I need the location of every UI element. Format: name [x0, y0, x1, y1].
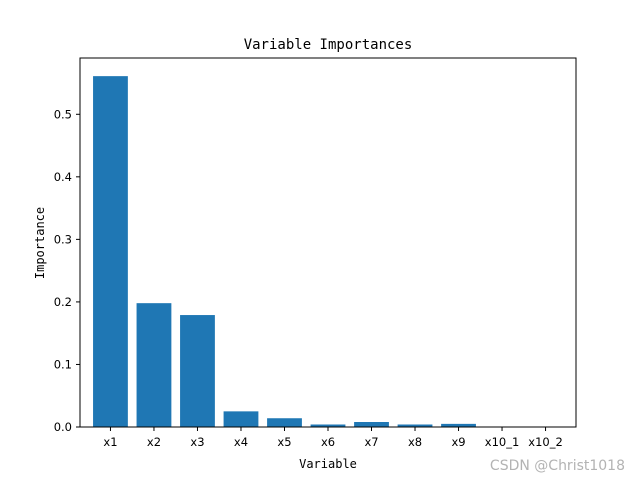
- x-tick-label: x3: [190, 435, 204, 449]
- bars: [93, 76, 563, 427]
- x-tick-label: x5: [277, 435, 291, 449]
- x-axis-label: Variable: [299, 457, 357, 471]
- y-tick-label: 0.0: [54, 420, 72, 434]
- x-tick-label: x7: [364, 435, 378, 449]
- x-tick-label: x4: [234, 435, 248, 449]
- bar-x5: [267, 418, 302, 427]
- x-tick-label: x8: [408, 435, 422, 449]
- bar-x2: [136, 303, 172, 427]
- x-tick-label: x10_2: [528, 435, 563, 449]
- x-tick-label: x9: [451, 435, 465, 449]
- y-tick-label: 0.1: [54, 357, 72, 371]
- watermark: CSDN @Christ1018: [490, 458, 625, 474]
- bar-x4: [223, 411, 259, 427]
- bar-x3: [180, 315, 215, 427]
- y-tick-label: 0.3: [54, 232, 72, 246]
- bar-x7: [354, 422, 389, 427]
- y-tick-label: 0.5: [54, 107, 72, 121]
- y-tick-label: 0.2: [54, 295, 72, 309]
- bar-x9: [441, 423, 476, 427]
- y-tick-label: 0.4: [54, 170, 72, 184]
- bar-x1: [93, 76, 128, 427]
- y-axis-ticks: 0.0 0.1 0.2 0.3 0.4 0.5: [54, 107, 80, 434]
- x-axis-ticks: x1 x2 x3 x4 x5 x6 x7 x8 x9 x10_1 x10_2: [103, 427, 563, 449]
- plot-area: 0.0 0.1 0.2 0.3 0.4 0.5 x1 x2 x3 x4 x5 x6 x7 x8 x9 x10…: [54, 57, 577, 449]
- x-tick-label: x10_1: [485, 435, 520, 449]
- bar-x6: [310, 424, 346, 427]
- x-tick-label: x1: [103, 435, 117, 449]
- x-tick-label: x6: [321, 435, 335, 449]
- chart-title: Variable Importances: [244, 37, 413, 53]
- bar-x8: [397, 424, 433, 427]
- y-axis-label: Importance: [33, 207, 47, 279]
- x-tick-label: x2: [147, 435, 161, 449]
